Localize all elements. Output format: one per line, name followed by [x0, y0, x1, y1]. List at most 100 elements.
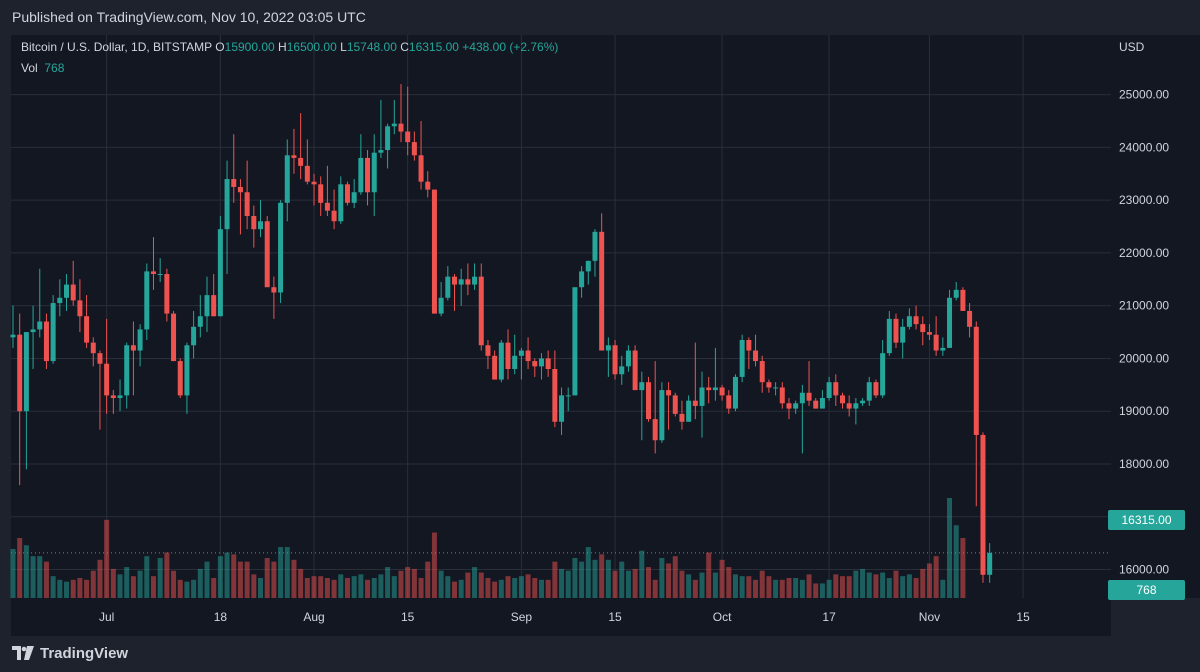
candle-body — [472, 276, 478, 285]
candle-body — [880, 353, 886, 396]
volume-bar — [525, 574, 531, 598]
candle-body — [425, 181, 431, 190]
volume-bar — [773, 579, 779, 598]
volume-bar — [244, 561, 250, 598]
candle-body — [866, 382, 872, 401]
time-tick-label: 18 — [214, 610, 228, 624]
candle-body — [258, 221, 264, 230]
candle-body — [686, 400, 692, 422]
volume-bar — [97, 559, 103, 598]
price-axis[interactable] — [1111, 35, 1200, 598]
volume-bar — [378, 574, 384, 598]
volume-bar — [512, 578, 518, 598]
published-text: Published on TradingView.com, Nov 10, 20… — [12, 9, 366, 25]
volume-bar — [70, 579, 76, 598]
candle-body — [231, 179, 237, 187]
low-label: L — [340, 40, 347, 54]
volume-value: 768 — [44, 61, 65, 75]
volume-bar — [886, 578, 892, 598]
volume-bar — [217, 556, 223, 598]
volume-bar — [686, 574, 692, 598]
candle-body — [184, 345, 190, 396]
candle-body — [411, 142, 417, 156]
time-tick-label: Aug — [303, 610, 324, 624]
volume-bar — [344, 578, 350, 598]
candle-body — [224, 179, 230, 230]
candle-body — [532, 361, 538, 367]
candle-body — [906, 316, 912, 327]
volume-bar — [418, 578, 424, 598]
candle-body — [565, 395, 571, 397]
candle-body — [987, 552, 993, 575]
volume-bar — [431, 532, 437, 598]
candle-body — [505, 342, 511, 370]
volume-bar — [405, 567, 411, 598]
volume-bar — [472, 567, 478, 598]
ohlc-legend: Bitcoin / U.S. Dollar, 1D, BITSTAMP O159… — [21, 40, 558, 54]
candle-body — [157, 274, 163, 276]
volume-bar — [331, 579, 337, 598]
candle-body — [672, 395, 678, 414]
candle-body — [318, 184, 324, 203]
tradingview-logo-icon — [12, 646, 34, 660]
candle-body — [398, 123, 404, 132]
candle-body — [331, 210, 337, 222]
volume-bar — [605, 559, 611, 598]
candle-body — [813, 400, 819, 409]
volume-bar — [599, 554, 605, 598]
volume-bar — [853, 570, 859, 598]
volume-bar — [559, 568, 565, 598]
candle-body — [579, 271, 585, 288]
candle-body — [211, 295, 217, 317]
price-tick-label: 24000.00 — [1119, 140, 1169, 154]
candle-body — [726, 395, 732, 409]
volume-bar — [518, 576, 524, 598]
time-tick-label: 15 — [1016, 610, 1030, 624]
volume-bar — [171, 570, 177, 598]
candle-body — [753, 350, 759, 362]
candle-body — [291, 155, 297, 158]
open-label: O — [215, 40, 225, 54]
volume-bar — [284, 547, 290, 598]
candle-body — [947, 297, 953, 348]
candle-body — [23, 332, 29, 412]
symbol-title: Bitcoin / U.S. Dollar, 1D, BITSTAMP — [21, 40, 212, 54]
candle-body — [538, 358, 544, 367]
chart-area[interactable] — [11, 35, 1111, 598]
time-axis[interactable] — [11, 598, 1111, 636]
volume-bar — [893, 570, 899, 598]
candle-body — [545, 358, 551, 370]
tradingview-logo[interactable]: TradingView — [12, 643, 128, 663]
candle-body — [164, 274, 170, 314]
candle-body — [692, 400, 698, 406]
volume-bar — [211, 578, 217, 598]
candle-body — [719, 387, 725, 396]
candle-body — [70, 284, 76, 301]
volume-bar — [124, 567, 130, 598]
candle-body — [967, 310, 973, 327]
candle-body — [706, 387, 712, 391]
low-value: 15748.00 — [346, 40, 397, 54]
volume-bar — [732, 574, 738, 598]
price-tick-label: 19000.00 — [1119, 404, 1169, 418]
candle-body — [104, 363, 110, 396]
volume-bar — [692, 579, 698, 598]
volume-bar — [23, 545, 29, 598]
volume-bar — [538, 579, 544, 598]
volume-bar — [150, 576, 156, 598]
candle-body — [625, 350, 631, 367]
candle-body — [311, 181, 317, 185]
candle-body — [585, 260, 591, 272]
candle-body — [779, 387, 785, 404]
candle-body — [144, 271, 150, 330]
candle-body — [237, 186, 243, 193]
volume-bar — [880, 572, 886, 598]
volume-bar — [953, 525, 959, 598]
volume-bar — [759, 570, 765, 598]
volume-bar — [498, 579, 504, 598]
time-tick-label: 17 — [822, 610, 836, 624]
candle-body — [405, 131, 411, 143]
volume-bar — [311, 576, 317, 598]
candle-body — [10, 334, 16, 338]
volume-bar — [926, 563, 932, 598]
